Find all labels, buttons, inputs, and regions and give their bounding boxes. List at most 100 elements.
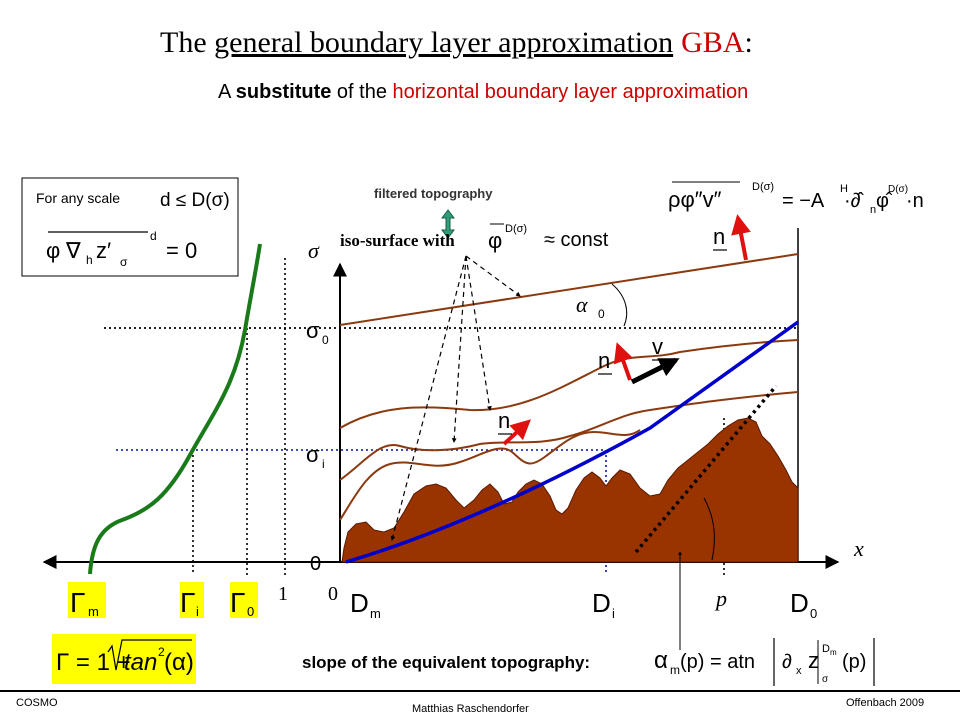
svg-text:D: D <box>592 588 611 618</box>
gamma-profile-curve <box>88 243 262 575</box>
dm-label: D m <box>350 588 381 621</box>
svg-text:d: d <box>150 229 157 243</box>
svg-text:D: D <box>822 643 830 655</box>
d0-label: D 0 <box>790 588 817 621</box>
svg-text:The general boundary layer app: The general boundary layer approximation… <box>160 26 753 59</box>
svg-text:i: i <box>612 606 615 621</box>
svg-text:(p) = atn: (p) = atn <box>680 651 755 673</box>
svg-text:∇: ∇ <box>65 238 81 263</box>
svg-text:D: D <box>790 588 809 618</box>
footer-left: COSMO <box>16 697 58 709</box>
gamma-i-label: Γ i <box>180 582 204 619</box>
svg-text:ρφ″v″: ρφ″v″ <box>668 187 722 212</box>
svg-text:Γ = 1 +: Γ = 1 + <box>56 649 131 676</box>
svg-text:·∂̂: ·∂̂ <box>844 190 865 212</box>
alpha0-label: α <box>576 292 588 317</box>
alpha0-arc <box>611 283 628 327</box>
svg-text:m: m <box>830 648 837 657</box>
footer-divider <box>0 690 960 692</box>
svg-text:φ: φ <box>488 228 502 253</box>
svg-text:z′: z′ <box>96 238 111 263</box>
normal-arrow-low <box>502 419 531 446</box>
p-label: p <box>714 586 727 611</box>
scale-condition-box: For any scale d ≤ D(σ) φ ∇ h z′ σ d = 0 <box>21 177 239 277</box>
svg-text:z: z <box>808 648 819 673</box>
svg-text:0: 0 <box>247 604 254 619</box>
svg-text:h: h <box>86 253 93 267</box>
iso-surface-4 <box>339 429 641 521</box>
svg-text:Γ: Γ <box>230 587 245 618</box>
svg-text:σ: σ <box>822 674 829 685</box>
svg-text:(α): (α) <box>164 649 194 676</box>
scale-label: For any scale <box>36 190 120 206</box>
svg-text:tan: tan <box>124 649 157 676</box>
gamma-m-label: Γ m <box>68 582 106 619</box>
svg-text:2: 2 <box>158 645 165 659</box>
gamma-formula: Γ = 1 + tan 2 (α) <box>52 634 196 684</box>
iso-surface-label: iso-surface with <box>340 231 455 250</box>
slope-label: slope of the equivalent topography: <box>302 653 590 672</box>
svg-text:n: n <box>870 204 876 216</box>
svg-text:m: m <box>88 604 99 619</box>
svg-text:D(σ): D(σ) <box>752 181 774 193</box>
normal-arrow-top <box>731 214 751 261</box>
svg-text:0: 0 <box>598 307 605 321</box>
iso-pointer-arrows <box>390 255 521 541</box>
zero-x-label: 0 <box>328 583 338 605</box>
n-label-top: n <box>713 224 725 249</box>
svg-text:x: x <box>796 665 802 677</box>
sigma-label: σ <box>308 238 320 263</box>
svg-text:i: i <box>322 457 325 471</box>
x-axis-label: x <box>853 536 864 561</box>
svg-text:σ: σ <box>120 255 128 269</box>
velocity-arrow <box>630 357 680 385</box>
v-label: v <box>652 334 663 359</box>
flux-equation: ρφ″v″ D(σ) = −A H ·∂̂ n φ̂ D(σ) · n <box>660 178 910 218</box>
svg-text:D(σ): D(σ) <box>888 184 908 195</box>
equivalent-surface <box>345 320 800 564</box>
svg-text:i: i <box>196 604 199 619</box>
slide-title: The general boundary layer approximation… <box>160 26 753 59</box>
svg-text:σ: σ <box>306 442 320 467</box>
footer-right: Offenbach 2009 <box>846 697 925 709</box>
svg-text:Γ: Γ <box>180 587 195 618</box>
svg-text:(p): (p) <box>842 651 866 673</box>
title-prefix: The <box>160 26 214 59</box>
svg-text:σ: σ <box>306 318 320 343</box>
zero-y-label: 0 <box>310 553 321 575</box>
footer-center: Matthias Raschendorfer <box>412 703 529 715</box>
approx-const: ≈ const <box>544 229 609 251</box>
slope-dotted-line <box>634 384 778 554</box>
n-label-low: n <box>498 408 510 433</box>
svg-text:D: D <box>350 588 369 618</box>
svg-text:0: 0 <box>322 333 329 347</box>
title-colon: : <box>744 26 752 59</box>
sigmai-label: σ i <box>306 442 325 471</box>
gamma-0-label: Γ 0 <box>230 582 258 619</box>
iso-phi-term: φ D(σ) <box>488 223 527 253</box>
iso-surface-top <box>339 253 799 326</box>
svg-text:m: m <box>370 606 381 621</box>
di-label: D i <box>592 588 615 621</box>
scale-condition: d ≤ D(σ) <box>160 190 230 211</box>
sigma0-label: σ 0 <box>306 318 329 347</box>
title-acronym: GBA <box>681 26 745 59</box>
svg-text:φ̂: φ̂ <box>876 190 893 212</box>
svg-text:0: 0 <box>810 606 817 621</box>
slope-angle-arc <box>703 497 715 561</box>
n-label-mid: n <box>598 348 610 373</box>
svg-text:∂: ∂ <box>782 651 792 673</box>
svg-text:= 0: = 0 <box>166 238 197 263</box>
terrain <box>341 417 799 563</box>
svg-text:= −A: = −A <box>782 190 825 212</box>
flux-dot-n: ·n <box>906 190 924 212</box>
svg-text:α: α <box>654 647 668 674</box>
iso-surface-2 <box>339 339 799 429</box>
title-underlined: general boundary layer approximation <box>214 26 673 59</box>
one-label: 1 <box>278 583 288 605</box>
slide-subtitle: A substitute of the horizontal boundary … <box>218 81 748 103</box>
filtered-topography-label: filtered topography <box>374 186 493 201</box>
svg-text:Γ: Γ <box>70 587 85 618</box>
svg-text:D(σ): D(σ) <box>505 223 527 235</box>
